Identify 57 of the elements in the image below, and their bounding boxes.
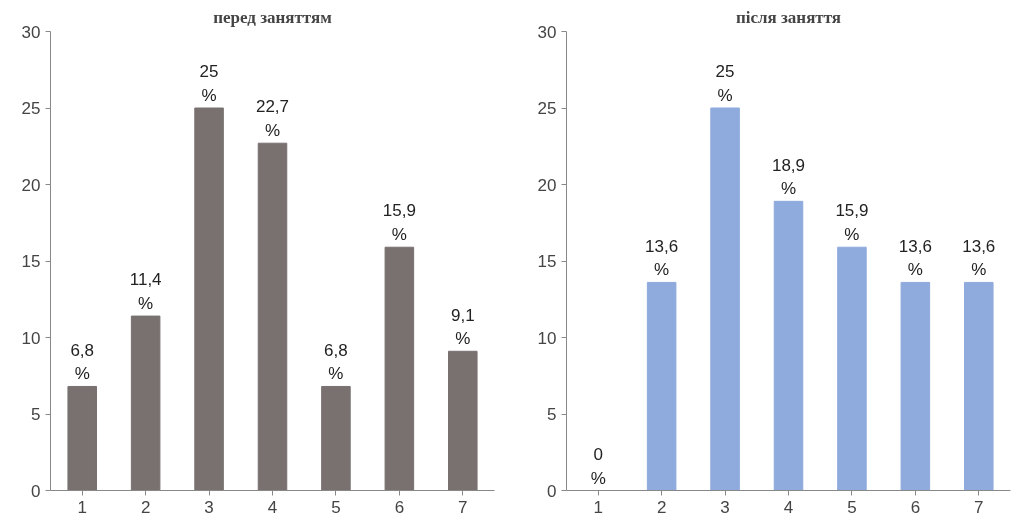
data-label: 6,8 %	[70, 340, 95, 384]
bar	[194, 107, 224, 491]
data-label: 11,4 %	[129, 270, 162, 314]
x-tick-label: 1	[593, 497, 603, 517]
data-label: 25 %	[199, 62, 219, 105]
y-tick-label: 15	[537, 252, 557, 271]
data-label: 6,8 %	[324, 340, 348, 384]
y-tick-label: 20	[21, 175, 41, 195]
x-tick-label: 3	[204, 497, 214, 517]
data-label: 13,6 %	[962, 236, 996, 280]
y-tick-label: 5	[547, 405, 557, 424]
x-tick-label: 4	[267, 497, 278, 517]
bar	[646, 281, 677, 491]
data-label: 13,6 %	[645, 236, 679, 280]
bar	[964, 281, 994, 491]
x-tick-label: 7	[974, 497, 984, 517]
y-tick-label: 0	[547, 481, 557, 501]
y-tick-label: 10	[537, 328, 557, 348]
x-tick-label: 5	[847, 497, 857, 517]
bar	[773, 200, 804, 491]
bar	[130, 315, 161, 491]
data-label: 0 %	[590, 444, 606, 488]
data-label: 25 %	[715, 62, 735, 105]
y-tick-label: 30	[21, 22, 41, 42]
x-tick-label: 1	[77, 497, 87, 517]
bar	[710, 107, 740, 491]
data-label: 18,9 %	[771, 155, 806, 199]
y-tick-label: 20	[537, 175, 557, 195]
bar	[837, 246, 867, 491]
x-tick-label: 2	[140, 497, 151, 517]
y-tick-label: 10	[21, 328, 41, 348]
data-label: 22,7 %	[255, 97, 290, 141]
data-label: 15,9 %	[382, 201, 416, 245]
y-tick-label: 30	[537, 22, 557, 42]
chart-title: після заняття	[735, 7, 842, 27]
bar	[900, 281, 931, 491]
x-tick-label: 2	[656, 497, 667, 517]
y-tick-label: 5	[31, 405, 41, 424]
x-tick-label: 7	[458, 497, 468, 517]
chart-title: перед заняттям	[213, 7, 333, 27]
y-tick-label: 25	[537, 99, 557, 118]
data-label: 9,1 %	[450, 305, 475, 349]
bar	[384, 246, 415, 491]
y-tick-label: 0	[31, 481, 41, 501]
bar	[67, 385, 97, 491]
y-tick-label: 25	[21, 99, 41, 118]
x-tick-label: 4	[783, 497, 794, 517]
x-tick-label: 6	[910, 497, 921, 517]
x-tick-label: 3	[720, 497, 730, 517]
data-label: 15,9 %	[835, 201, 869, 245]
bar	[448, 350, 478, 491]
data-label: 13,6 %	[898, 236, 932, 280]
bar	[257, 142, 288, 491]
x-tick-label: 6	[394, 497, 405, 517]
bar	[321, 385, 351, 491]
x-tick-label: 5	[331, 497, 341, 517]
y-tick-label: 15	[21, 252, 41, 271]
